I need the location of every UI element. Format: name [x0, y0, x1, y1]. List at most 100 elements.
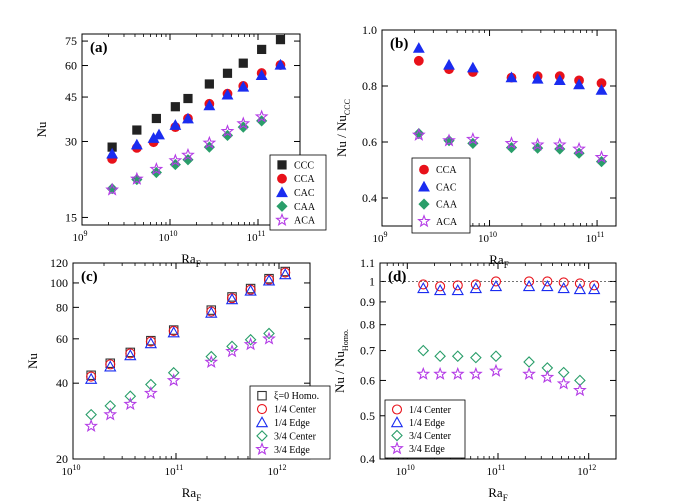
y-tick-label: 120: [50, 256, 68, 270]
x-tick-label: 1011: [247, 229, 266, 244]
y-axis-label: Nu / NuCCC: [334, 99, 352, 157]
data-point: [556, 376, 571, 390]
y-tick-label: 0.5: [360, 409, 375, 423]
data-series-1: [417, 279, 601, 296]
legend-marker: [276, 200, 288, 212]
data-point: [412, 42, 425, 53]
y-tick-label: 1.0: [362, 23, 377, 37]
x-axis-label: RaF: [488, 485, 507, 501]
data-point: [279, 268, 292, 280]
panel-label: (c): [81, 269, 98, 285]
legend-marker: [418, 198, 430, 210]
legend-marker: [391, 429, 403, 442]
data-point: [522, 279, 536, 292]
data-point: [132, 125, 142, 135]
data-point: [226, 340, 238, 353]
data-point: [435, 281, 446, 292]
data-series-2: [106, 58, 287, 159]
y-tick-label: 75: [65, 34, 77, 48]
data-point: [433, 366, 447, 380]
data-point: [237, 121, 249, 133]
x-tick-label: 109: [373, 230, 388, 245]
data-point: [553, 74, 566, 85]
y-tick-label: 30: [65, 134, 77, 148]
data-point: [222, 68, 233, 78]
data-point: [530, 137, 545, 151]
legend-marker: [417, 214, 431, 228]
y-tick-label: 80: [56, 300, 68, 314]
data-point: [168, 153, 183, 167]
legend-entry: CCA: [436, 165, 457, 176]
data-point: [169, 119, 182, 130]
data-point: [204, 79, 214, 89]
legend-marker: [255, 416, 269, 428]
data-point: [274, 58, 287, 70]
legend-entry: ξ=0 Homo.: [274, 391, 319, 402]
data-point: [167, 326, 180, 338]
data-point: [149, 161, 164, 176]
data-series-1: [86, 267, 291, 382]
legend: CCC CCA CAC CAA ACA: [269, 154, 327, 231]
x-tick-label: 1012: [267, 463, 286, 478]
data-point: [243, 337, 258, 351]
y-axis-label: Nu / NuHomo.: [332, 329, 350, 393]
data-point: [417, 344, 430, 357]
data-point: [204, 354, 219, 368]
data-point: [125, 348, 136, 359]
legend-entry: ACA: [436, 217, 458, 228]
x-tick-label: 1010: [478, 230, 497, 245]
y-tick-label: 0.7: [360, 344, 375, 358]
data-point: [257, 44, 267, 55]
legend-marker: [277, 173, 287, 184]
data-point: [416, 366, 431, 380]
data-point: [170, 102, 180, 112]
data-point: [557, 366, 570, 379]
y-tick-label: 60: [56, 332, 68, 346]
data-point: [466, 61, 479, 73]
data-point: [588, 282, 601, 295]
legend-entry: ACA: [294, 216, 316, 227]
y-tick-label: 0.4: [360, 452, 375, 466]
data-point: [105, 182, 120, 196]
data-point: [450, 366, 465, 380]
legend-entry: CAC: [436, 182, 457, 193]
data-point: [129, 171, 144, 185]
data-point: [262, 274, 276, 286]
x-tick-label: 1011: [586, 230, 605, 245]
legend-marker: [418, 180, 430, 192]
legend-marker: [419, 164, 429, 175]
legend-entry: CAA: [294, 202, 316, 213]
data-point: [167, 366, 180, 379]
legend: CCA CAC CAA ACA: [411, 157, 471, 234]
data-point: [104, 400, 117, 412]
data-point: [84, 418, 99, 433]
data-point: [124, 349, 137, 361]
data-point: [452, 280, 463, 291]
legend-entry: CCA: [294, 174, 315, 185]
data-point: [143, 385, 158, 400]
data-series-2: [84, 268, 292, 384]
data-point: [151, 113, 161, 124]
data-point: [280, 267, 291, 278]
data-series-3: [106, 115, 268, 195]
data-point: [236, 116, 251, 130]
x-tick-label: 1010: [62, 463, 81, 478]
data-point: [255, 69, 268, 81]
data-point: [202, 135, 217, 149]
y-tick-label: 1: [369, 274, 375, 288]
legend-marker: [277, 160, 287, 170]
data-point: [104, 360, 117, 372]
panel-label: (a): [90, 40, 108, 56]
data-point: [468, 366, 483, 380]
legend-marker: [255, 442, 269, 456]
data-point: [470, 279, 481, 290]
data-point: [490, 350, 502, 363]
data-series-2: [417, 344, 586, 387]
data-point: [451, 284, 464, 296]
legend-entry: 3/4 Center: [274, 431, 317, 442]
x-tick-label: 1012: [577, 463, 596, 478]
data-point: [86, 371, 97, 382]
data-point: [589, 280, 600, 291]
data-point: [182, 112, 194, 124]
data-series-3: [416, 363, 587, 397]
